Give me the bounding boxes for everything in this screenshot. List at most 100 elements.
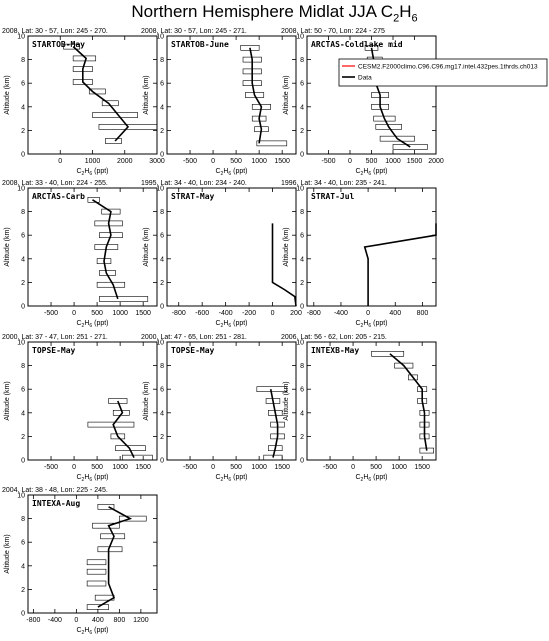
x-tick-label: -800: [172, 310, 186, 317]
data-range-box: [108, 398, 128, 404]
data-range-box: [98, 124, 158, 130]
data-range-box: [87, 197, 100, 203]
data-range-box: [379, 135, 415, 142]
y-axis-label: Altitude (km): [4, 227, 11, 266]
data-profile-line: [269, 389, 279, 458]
x-tick-label: 200: [290, 310, 302, 317]
panel-name: TOPSE-May: [32, 346, 76, 355]
chart-panel: 2008, Lat: 50 - 70, Lon: 224 - 275 ARCTAS…: [281, 28, 444, 177]
x-tick-label: 0: [58, 158, 62, 165]
x-tick-label: 1000: [251, 464, 267, 471]
y-tick-label: 8: [160, 57, 164, 64]
x-tick-label: -400: [219, 310, 233, 317]
y-tick-label: 4: [300, 104, 304, 111]
page-title: Northern Hemisphere Midlat JJA C2H6: [131, 2, 418, 25]
x-tick-label: 3000: [149, 158, 165, 165]
panel-name: INTEXA-Aug: [32, 499, 80, 508]
x-tick-label: -500: [321, 158, 335, 165]
x-tick-label: 1000: [85, 158, 101, 165]
y-tick-label: 2: [21, 587, 25, 594]
x-axis-label: C2H6 (ppt): [215, 474, 247, 483]
y-tick-label: 2: [21, 280, 25, 287]
y-tick-label: 4: [21, 104, 25, 111]
y-tick-label: 8: [160, 209, 164, 216]
chart-panel: 1996, Lat: 34 - 40, Lon: 235 - 241. STRAT…: [281, 180, 437, 329]
y-tick-label: 10: [17, 340, 25, 347]
data-range-box: [373, 115, 396, 122]
y-tick-label: 0: [21, 304, 25, 311]
x-tick-label: 1500: [135, 310, 151, 317]
panel-header: 2008, Lat: 30 - 57, Lon: 245 - 270.: [2, 28, 108, 35]
x-tick-label: 1500: [274, 158, 290, 165]
y-tick-label: 6: [300, 387, 304, 394]
x-axis-label: C2H6 (ppt): [355, 168, 387, 177]
y-tick-label: 0: [300, 304, 304, 311]
data-range-box: [92, 112, 138, 118]
y-tick-label: 0: [300, 458, 304, 465]
y-tick-label: 6: [21, 540, 25, 547]
y-axis-label: Altitude (km): [283, 227, 290, 266]
y-axis-label: Altitude (km): [143, 75, 150, 114]
plot-frame: [27, 494, 158, 614]
x-tick-label: 0: [211, 464, 215, 471]
y-tick-label: 0: [21, 458, 25, 465]
y-tick-label: 4: [160, 256, 164, 263]
y-axis-label: Altitude (km): [143, 227, 150, 266]
x-axis-label: C2H6 (ppt): [215, 168, 247, 177]
x-axis-label: C2H6 (ppt): [76, 627, 108, 636]
x-tick-label: 1000: [112, 464, 128, 471]
x-tick-label: 2000: [117, 158, 133, 165]
x-tick-label: 800: [417, 310, 429, 317]
y-tick-label: 2: [300, 128, 304, 135]
chart-panel: 2000, Lat: 47 - 65, Lon: 251 - 281. TOPSE…: [141, 334, 297, 483]
x-tick-label: -500: [323, 464, 337, 471]
x-tick-label: 500: [366, 158, 378, 165]
data-range-box: [122, 454, 153, 461]
x-tick-label: 0: [72, 464, 76, 471]
data-range-box: [87, 421, 135, 428]
y-tick-label: 8: [300, 57, 304, 64]
y-tick-label: 10: [17, 493, 25, 500]
panel-name: STRAT-May: [171, 192, 215, 201]
data-range-box: [392, 144, 428, 150]
x-tick-label: -200: [242, 310, 256, 317]
x-axis-label: C2H6 (ppt): [76, 320, 108, 329]
x-tick-label: -400: [48, 617, 62, 624]
y-tick-label: 2: [21, 128, 25, 135]
panel-header: 1995, Lat: 34 - 40, Lon: 234 - 240.: [141, 180, 247, 187]
y-axis-label: Altitude (km): [4, 534, 11, 573]
y-axis-label: Altitude (km): [143, 381, 150, 420]
data-range-box: [110, 433, 126, 440]
chart-panel: 2008, Lat: 30 - 57, Lon: 245 - 270. START…: [2, 28, 165, 177]
y-tick-label: 10: [296, 186, 304, 193]
data-range-box: [96, 281, 126, 288]
x-tick-label: 1500: [407, 158, 423, 165]
x-tick-label: 1000: [112, 310, 128, 317]
data-range-box: [99, 296, 149, 302]
x-tick-label: 0: [351, 464, 355, 471]
x-tick-label: 0: [271, 310, 275, 317]
y-tick-label: 8: [21, 209, 25, 216]
data-range-box: [119, 515, 147, 522]
x-tick-label: 0: [348, 158, 352, 165]
x-tick-label: 500: [91, 310, 103, 317]
y-tick-label: 10: [296, 34, 304, 41]
y-tick-label: 4: [300, 410, 304, 417]
data-range-box: [256, 140, 288, 147]
data-profile-line: [249, 47, 263, 144]
x-tick-label: 1000: [385, 158, 401, 165]
chart-panel: 2006, Lat: 56 - 62, Lon: 205 - 215. INTEX…: [281, 334, 437, 483]
data-range-box: [394, 362, 414, 369]
data-profile-line: [97, 506, 133, 608]
y-tick-label: 0: [160, 152, 164, 159]
chart-panel: 2008, Lat: 33 - 40, Lon: 224 - 255. ARCTA…: [2, 180, 158, 329]
y-tick-label: 10: [17, 34, 25, 41]
y-tick-label: 4: [21, 563, 25, 570]
data-profile-line: [92, 199, 119, 300]
x-axis-label: C2H6 (ppt): [355, 474, 387, 483]
x-tick-label: 500: [230, 464, 242, 471]
data-range-box: [63, 43, 80, 50]
y-tick-label: 8: [21, 516, 25, 523]
panel-name: INTEXB-May: [311, 346, 359, 355]
x-tick-label: -800: [307, 310, 321, 317]
